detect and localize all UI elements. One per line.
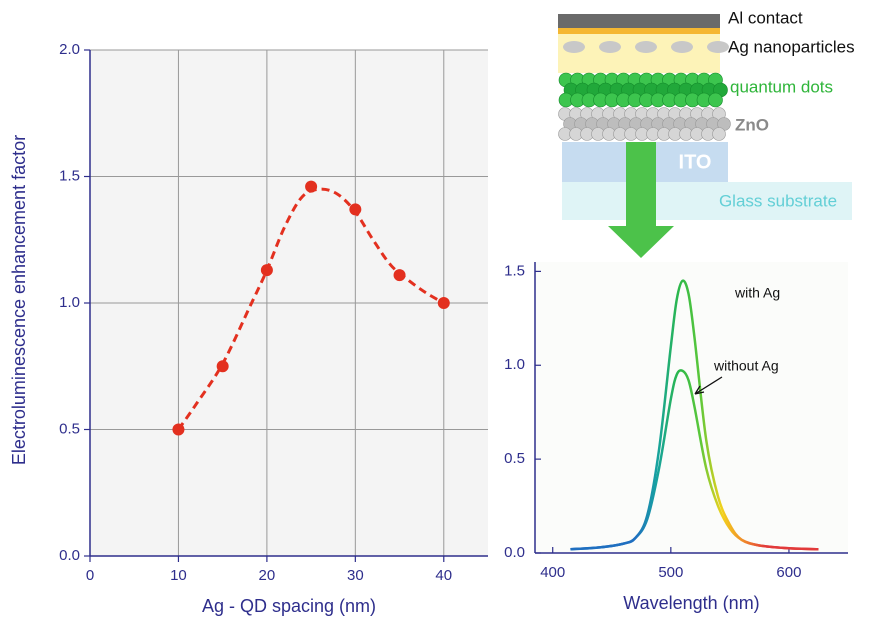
nanoparticle xyxy=(671,41,693,53)
x-tick-label: 40 xyxy=(435,567,452,584)
data-point xyxy=(349,203,362,216)
charts: 0 10 20 30 40 0.0 0.5 1.0 1.5 2.0 Ag - QD spacing … xyxy=(9,41,848,616)
annotation-arrow xyxy=(694,376,723,395)
y-tick-label: 0.0 xyxy=(59,547,80,564)
curve xyxy=(570,369,819,551)
arrow xyxy=(608,142,674,258)
layer-label: ITO xyxy=(679,151,712,173)
x-tick-label: 30 xyxy=(347,567,364,584)
y-tick-label: 2.0 xyxy=(59,41,80,58)
qd xyxy=(708,92,723,108)
glass-layer xyxy=(562,182,852,220)
device-stack: Al contact Ag nanoparticles quantum dots… xyxy=(558,8,855,258)
y-tick-label: 1.0 xyxy=(59,294,80,311)
nanoparticle xyxy=(635,41,657,53)
zno xyxy=(712,127,726,141)
y-tick-label: 1.0 xyxy=(504,356,525,373)
nanoparticle xyxy=(599,41,621,53)
y-tick-label: 1.5 xyxy=(504,262,525,279)
layer-label: Ag nanoparticles xyxy=(728,37,855,56)
chart: 0 10 20 30 40 0.0 0.5 1.0 1.5 2.0 Ag - QD spacing … xyxy=(9,41,488,616)
y-tick-label: 0.5 xyxy=(59,420,80,437)
x-axis-label: Ag - QD spacing (nm) xyxy=(202,596,376,616)
layer-label: quantum dots xyxy=(730,77,833,96)
y-tick-label: 1.5 xyxy=(59,167,80,184)
annotation: without Ag xyxy=(713,358,779,374)
nanoparticle xyxy=(707,41,729,53)
y-tick-label: 0.5 xyxy=(504,450,525,467)
x-tick-label: 0 xyxy=(86,567,94,584)
layer-label: Glass substrate xyxy=(719,191,837,210)
y-axis-label: Electroluminescence enhancement factor xyxy=(9,135,29,465)
y-tick-label: 0.0 xyxy=(504,544,525,561)
nanoparticle xyxy=(563,41,585,53)
data-point xyxy=(216,360,229,373)
interlayer xyxy=(558,28,720,34)
layer-label: Al contact xyxy=(728,8,803,27)
x-tick-label: 20 xyxy=(259,567,276,584)
annotation: with Ag xyxy=(734,285,780,301)
particles xyxy=(558,41,731,141)
ag-layer xyxy=(558,33,720,73)
x-tick-label: 500 xyxy=(658,564,683,581)
layer-label: ZnO xyxy=(735,115,769,134)
al-layer xyxy=(558,14,720,28)
x-tick-label: 400 xyxy=(540,564,565,581)
x-tick-label: 600 xyxy=(776,564,801,581)
curve xyxy=(177,187,445,431)
x-tick-label: 10 xyxy=(170,567,187,584)
chart: 400 500 600 0.0 0.5 1.0 1.5 Wavelength (nm) with… xyxy=(504,262,848,613)
x-axis-label: Wavelength (nm) xyxy=(623,593,759,613)
